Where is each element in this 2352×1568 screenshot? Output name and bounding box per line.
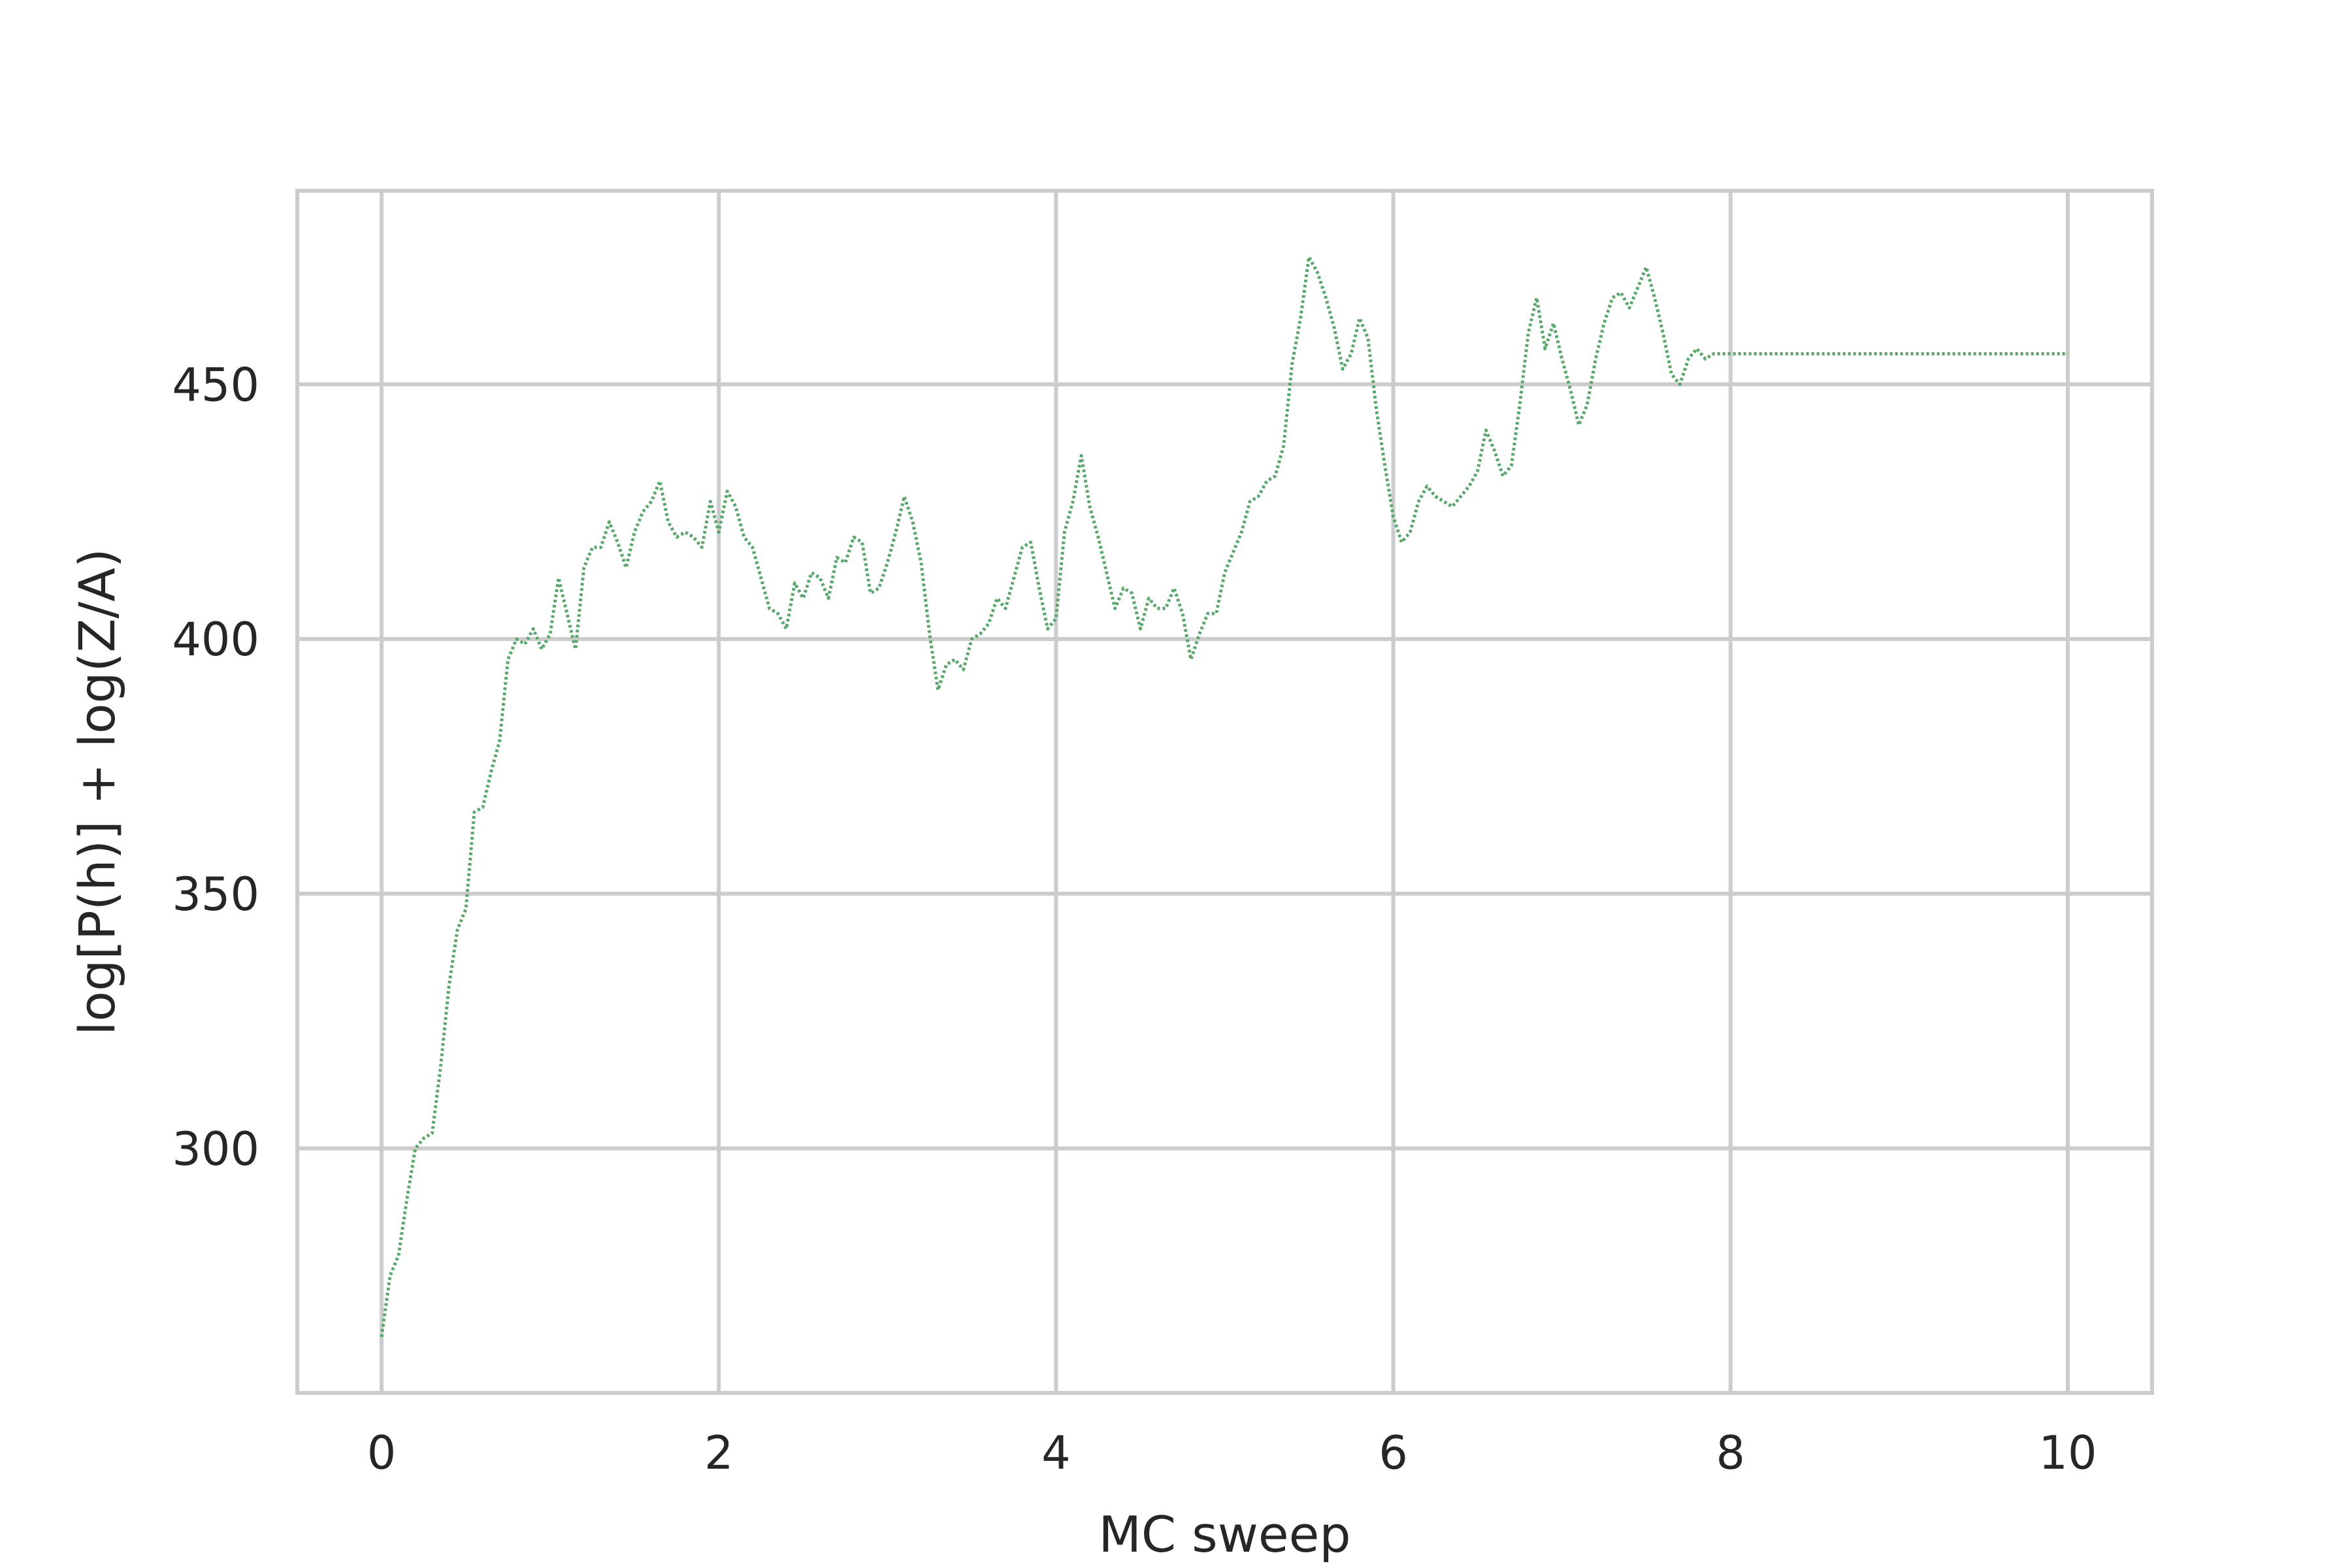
- y-tick-label: 300: [172, 1122, 259, 1176]
- x-tick-label: 6: [1379, 1426, 1408, 1480]
- x-tick-label: 2: [704, 1426, 734, 1480]
- y-axis-label: log[P(h)] + log(Z/A): [68, 548, 126, 1035]
- series-layer: [380, 255, 2068, 1337]
- x-gridlines: [380, 191, 2070, 1393]
- y-gridlines: [297, 382, 2152, 1151]
- x-tick-label: 10: [2038, 1426, 2097, 1480]
- x-tick-label: 0: [367, 1426, 397, 1480]
- y-tick-label: 400: [172, 613, 259, 666]
- y-tick-label: 350: [172, 868, 259, 921]
- y-tick-labels: 300 350 400 450: [172, 358, 259, 1175]
- x-axis-label: MC sweep: [1098, 1505, 1350, 1563]
- x-tick-label: 4: [1041, 1426, 1071, 1480]
- x-tick-label: 8: [1716, 1426, 1745, 1480]
- x-tick-labels: 0 2 4 6 8 10: [367, 1426, 2097, 1480]
- series-line: [380, 255, 2068, 1337]
- plot-frame: [295, 189, 2154, 1395]
- y-tick-label: 450: [172, 358, 259, 412]
